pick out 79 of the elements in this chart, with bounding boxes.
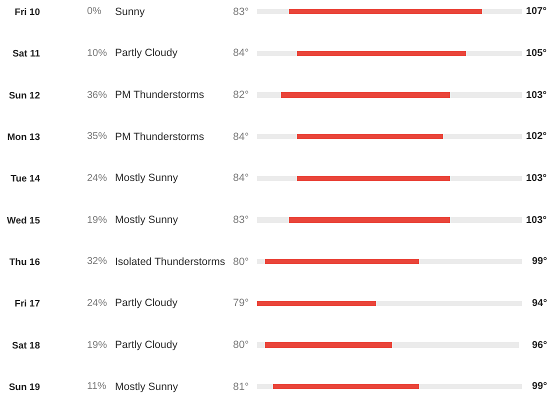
text: PM Thunderstorms [115, 89, 204, 101]
text: 11% [87, 381, 106, 392]
text: Mostly Sunny [115, 172, 179, 184]
bar [289, 9, 482, 14]
y-tick-label: Mon 13 [7, 132, 40, 144]
text: 107° [526, 6, 547, 17]
text: Isolated Thunderstorms [115, 256, 226, 268]
text: Partly Cloudy [115, 297, 178, 309]
text: 79° [233, 297, 249, 309]
text: 24% [87, 298, 108, 309]
bar [466, 51, 522, 56]
y-tick-label: Wed 15 [6, 215, 41, 226]
bar [419, 384, 522, 389]
bar [257, 51, 297, 56]
text: 99° [532, 256, 548, 267]
bar [419, 259, 522, 264]
y-tick-label: Sat 18 [12, 340, 40, 352]
bar [257, 92, 281, 98]
text: 102° [526, 131, 547, 142]
text: 103° [526, 215, 547, 226]
bar [392, 342, 519, 348]
text: 82° [233, 89, 249, 101]
bar [273, 384, 419, 389]
text: 81° [233, 381, 249, 393]
text: 99° [532, 381, 548, 392]
y-tick-label: Fri 17 [14, 298, 40, 310]
text: 19% [87, 215, 108, 226]
text: 103° [526, 90, 547, 101]
text: Mostly Sunny [115, 381, 179, 393]
bar [265, 259, 419, 264]
bar [257, 134, 297, 139]
bar [257, 9, 289, 14]
text: 10% [87, 48, 108, 59]
bar [289, 217, 450, 223]
text: Partly Cloudy [115, 47, 178, 59]
bar [376, 301, 522, 306]
y-tick-label: Fri 10 [14, 7, 40, 18]
bar [257, 342, 265, 348]
text: 84° [233, 47, 249, 59]
text: 80° [233, 339, 249, 351]
bar [297, 176, 450, 181]
text: 36% [87, 90, 108, 101]
text: 35% [87, 131, 108, 142]
text: 32% [87, 256, 108, 267]
bar [450, 217, 522, 223]
text: 24% [87, 173, 108, 184]
text: PM Thunderstorms [115, 131, 204, 143]
bar [482, 9, 522, 14]
text: 94° [532, 298, 548, 309]
text: 105° [526, 48, 547, 59]
text: 19% [87, 340, 108, 351]
text: 96° [532, 340, 548, 351]
bar [257, 301, 376, 306]
bar [257, 259, 265, 264]
bar [257, 176, 297, 181]
text: 83° [233, 6, 249, 18]
text: 83° [233, 214, 249, 226]
text: 84° [233, 131, 249, 143]
y-tick-label: Thu 16 [9, 257, 40, 268]
bar [297, 134, 443, 139]
text: Partly Cloudy [115, 339, 178, 351]
y-tick-label: Tue 14 [10, 174, 41, 185]
y-tick-label: Sat 11 [12, 48, 41, 60]
text: 80° [233, 256, 249, 268]
bar [257, 217, 289, 223]
bar [257, 384, 273, 389]
bar [443, 134, 522, 139]
text: 0% [87, 6, 102, 17]
text: 103° [526, 173, 547, 184]
bar [450, 176, 522, 181]
text: Mostly Sunny [115, 214, 179, 226]
y-tick-label: Sun 12 [8, 90, 40, 102]
bar [265, 342, 392, 348]
bar [297, 51, 466, 56]
text: Sunny [115, 6, 146, 18]
y-tick-label: Sun 19 [8, 382, 40, 394]
bar [281, 92, 450, 98]
text: 84° [233, 172, 249, 184]
bar [450, 92, 522, 98]
